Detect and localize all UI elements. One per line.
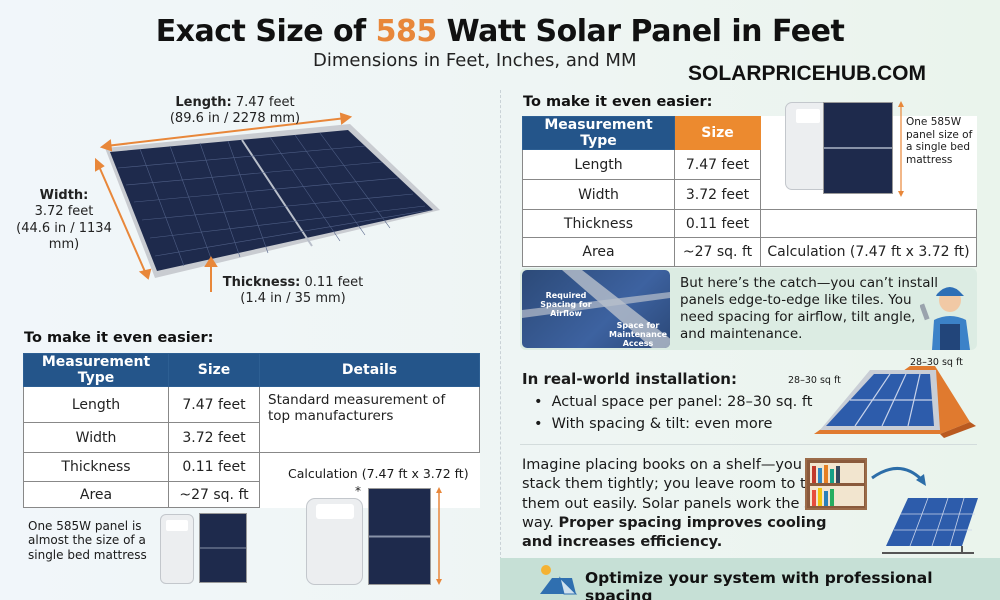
page-title: Exact Size of 585 Watt Solar Panel in Fe…: [155, 14, 845, 49]
roof-label-left: 28–30 sq ft: [788, 375, 841, 386]
dimension-arrows: [95, 112, 353, 292]
real-world-list: Actual space per panel: 28–30 sq. ft Wit…: [534, 392, 813, 436]
section-divider: [520, 444, 977, 445]
panel-icon: [199, 513, 247, 583]
catch-text: But here’s the catch—you can’t install p…: [680, 275, 938, 343]
left-spec-table: Measurement Type Size Details Length 7.4…: [23, 353, 480, 508]
table-row: Width 3.72 feet: [522, 179, 977, 210]
bookshelf-icon: [805, 458, 867, 510]
title-accent-wattage: 585: [375, 14, 438, 49]
table-row: Length 7.47 feet: [522, 149, 977, 180]
right-spec-table: Measurement Type Size Length 7.47 feet W…: [522, 116, 977, 267]
solar-panel-icon: [105, 124, 440, 278]
roof-label-right: 28–30 sq ft: [910, 357, 963, 368]
thickness-label: Thickness: 0.11 feet (1.4 in / 35 mm): [222, 275, 364, 307]
technician-icon: [920, 282, 972, 350]
panel-gap-icon: [522, 270, 670, 348]
brand-watermark: SOLARPRICEHUB.COM: [688, 62, 927, 85]
list-item: With spacing & tilt: even more: [534, 414, 812, 436]
left-table-heading: To make it even easier:: [24, 330, 214, 346]
right-table-heading: To make it even easier:: [523, 94, 713, 110]
list-item: Actual space per panel: 28–30 sq. ft: [534, 392, 813, 414]
height-arrow-icon: [436, 487, 442, 585]
table-row: Area ~27 sq. ft: [23, 481, 480, 508]
mattress-icon-large: [306, 498, 363, 585]
right-calculation: Calculation (7.47 ft x 3.72 ft): [760, 237, 977, 267]
analogy-text: Imagine placing books on a shelf—you don…: [522, 457, 845, 551]
footer-bar: [500, 558, 1000, 600]
sun-house-icon: [540, 565, 578, 595]
arrow-to-panel-icon: [871, 467, 978, 554]
length-label: Length: 7.47 feet (89.6 in / 2278 mm): [169, 95, 301, 127]
width-label: Width: 3.72 feet (44.6 in / 1134 mm): [16, 188, 112, 252]
panel-icon-large: [368, 488, 431, 585]
details-cell: Standard measurement of top manufacturer…: [259, 386, 480, 453]
solar-panel-illustration: [100, 118, 445, 283]
panel-icon-right: [823, 102, 893, 194]
page-subtitle: Dimensions in Feet, Inches, and MM: [313, 50, 637, 71]
table-row: Area ~27 sq. ft Calculation (7.47 ft x 3…: [522, 237, 977, 267]
footer-cta: Optimize your system with professional s…: [585, 569, 933, 600]
spacing-diagram-image: Required Spacing for Airflow Space for M…: [522, 270, 670, 348]
table-row: Length 7.47 feet Standard measurement of…: [23, 386, 480, 453]
real-world-heading: In real-world installation:: [522, 370, 737, 388]
table-row: Width 3.72 feet: [23, 422, 480, 453]
left-calculation: Calculation (7.47 ft x 3.72 ft): [288, 466, 469, 481]
table-row: Thickness 0.11 feet: [522, 209, 977, 238]
right-mattress-note: One 585W panel size of a single bed matt…: [906, 116, 973, 166]
column-divider: [500, 90, 501, 560]
mattress-icon: [160, 514, 194, 584]
height-arrow-icon-right: [898, 101, 904, 197]
table-row: Thickness 0.11 feet: [23, 452, 480, 482]
mattress-note: One 585W panel is almost the size of a s…: [28, 519, 147, 562]
roof-solar-icon: [814, 366, 976, 438]
